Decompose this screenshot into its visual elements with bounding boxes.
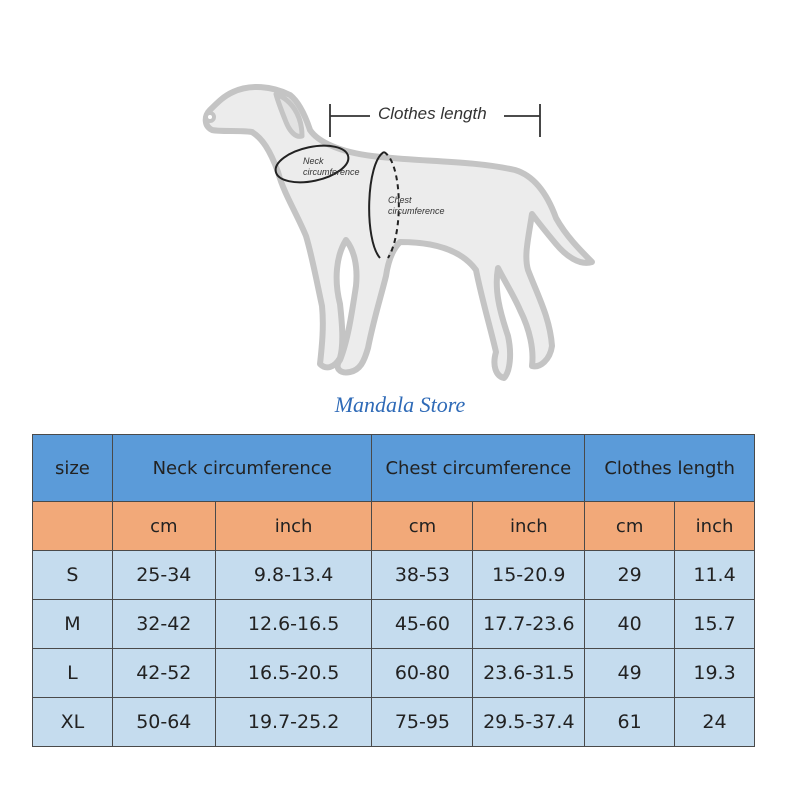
cell-chest-inch: 23.6-31.5 — [472, 648, 586, 698]
header-size: size — [32, 434, 113, 502]
cell-chest-cm: 38-53 — [371, 550, 474, 600]
cell-chest-cm: 75-95 — [371, 697, 474, 747]
cell-neck-cm: 42-52 — [111, 648, 216, 698]
unit-chest-cm: cm — [371, 501, 474, 551]
cell-length-inch: 24 — [674, 697, 755, 747]
cell-chest-cm: 60-80 — [371, 648, 474, 698]
cell-size: L — [32, 648, 113, 698]
cell-length-inch: 15.7 — [674, 599, 755, 649]
cell-neck-cm: 50-64 — [111, 697, 216, 747]
cell-neck-inch: 9.8-13.4 — [214, 550, 373, 600]
table-row: M 32-42 12.6-16.5 45-60 17.7-23.6 40 15.… — [32, 599, 755, 649]
dog-nose — [204, 111, 216, 123]
cell-neck-cm: 32-42 — [111, 599, 216, 649]
clothes-length-label: Clothes length — [378, 104, 487, 123]
neck-label-line-1: Neck — [303, 156, 324, 166]
neck-label-line-2: circumference — [303, 167, 360, 177]
chest-label-line-1: Chest — [388, 195, 412, 205]
cell-neck-cm: 25-34 — [111, 550, 216, 600]
cell-neck-inch: 16.5-20.5 — [214, 648, 373, 698]
dog-measurement-diagram: Clothes length Neck circumference Chest … — [0, 0, 800, 395]
cell-size: S — [32, 550, 113, 600]
cell-length-cm: 61 — [584, 697, 676, 747]
unit-chest-inch: inch — [472, 501, 586, 551]
cell-length-cm: 49 — [584, 648, 676, 698]
cell-length-inch: 19.3 — [674, 648, 755, 698]
table-row: L 42-52 16.5-20.5 60-80 23.6-31.5 49 19.… — [32, 648, 755, 698]
chest-circumference-label: Chest circumference — [388, 195, 445, 217]
cell-neck-inch: 19.7-25.2 — [214, 697, 373, 747]
cell-chest-inch: 15-20.9 — [472, 550, 586, 600]
cell-size: M — [32, 599, 113, 649]
unit-neck-inch: inch — [214, 501, 373, 551]
cell-length-cm: 29 — [584, 550, 676, 600]
size-chart-table: size Neck circumference Chest circumfere… — [32, 434, 755, 747]
cell-chest-cm: 45-60 — [371, 599, 474, 649]
dog-illustration — [202, 84, 595, 381]
header-chest-circumference: Chest circumference — [371, 434, 586, 502]
cell-length-inch: 11.4 — [674, 550, 755, 600]
unit-length-inch: inch — [674, 501, 755, 551]
table-row: S 25-34 9.8-13.4 38-53 15-20.9 29 11.4 — [32, 550, 755, 600]
units-blank — [32, 501, 113, 551]
store-name: Mandala Store — [334, 392, 466, 417]
neck-circumference-label: Neck circumference — [303, 156, 360, 178]
neck-ring — [274, 144, 350, 184]
header-neck-circumference: Neck circumference — [111, 434, 373, 502]
header-clothes-length: Clothes length — [584, 434, 755, 502]
cell-size: XL — [32, 697, 113, 747]
chest-label-line-2: circumference — [388, 206, 445, 216]
dog-ear — [273, 91, 305, 139]
unit-neck-cm: cm — [111, 501, 216, 551]
table-units-row: cm inch cm inch cm inch — [32, 501, 755, 551]
unit-length-cm: cm — [584, 501, 676, 551]
cell-neck-inch: 12.6-16.5 — [214, 599, 373, 649]
cell-length-cm: 40 — [584, 599, 676, 649]
cell-chest-inch: 29.5-37.4 — [472, 697, 586, 747]
dog-silhouette — [202, 84, 595, 381]
table-row: XL 50-64 19.7-25.2 75-95 29.5-37.4 61 24 — [32, 697, 755, 747]
table-header-row: size Neck circumference Chest circumfere… — [32, 434, 755, 502]
chest-ring-dashed — [383, 151, 400, 259]
cell-chest-inch: 17.7-23.6 — [472, 599, 586, 649]
chest-ring-solid — [368, 151, 385, 259]
